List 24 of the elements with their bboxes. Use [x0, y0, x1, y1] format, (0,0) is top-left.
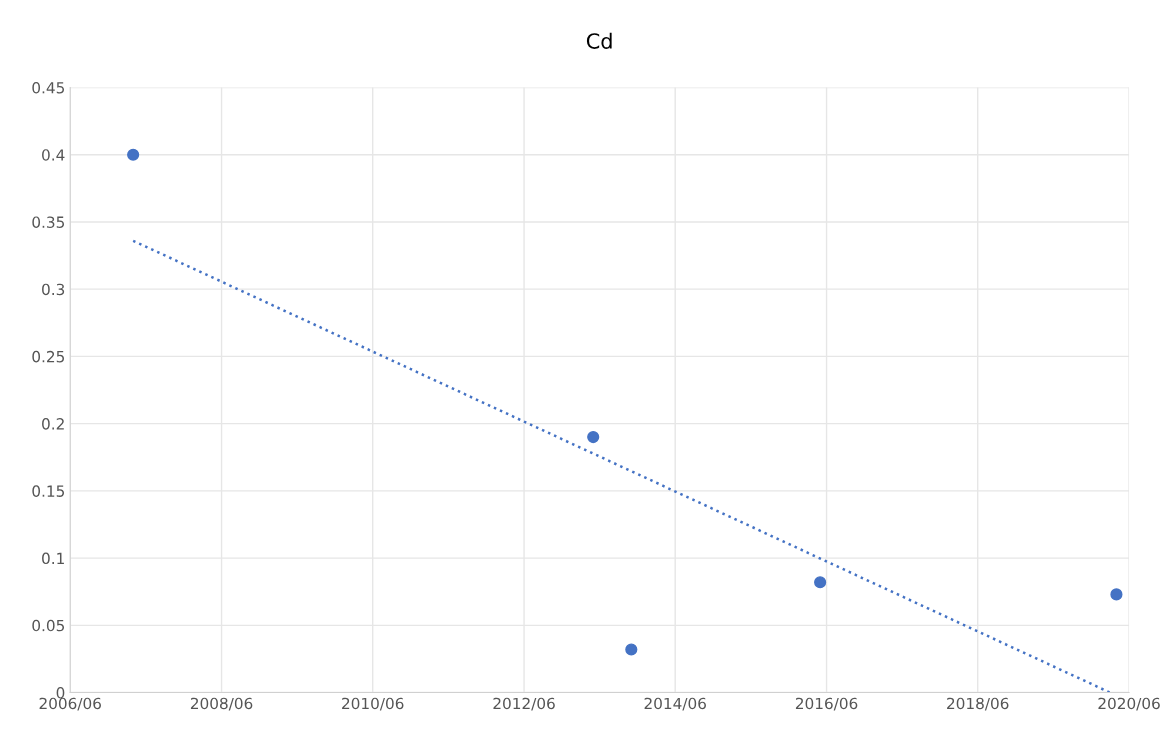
- y-tick-label: 0: [56, 687, 65, 699]
- y-tick-label: 0.25: [32, 350, 64, 363]
- point: [127, 148, 140, 161]
- point: [1110, 588, 1123, 601]
- x-tick-label: 2016/06: [795, 697, 858, 711]
- y-tick-label: 0.35: [32, 216, 64, 228]
- point: [625, 643, 638, 656]
- y-tick-label: 0.45: [32, 81, 64, 94]
- x-tick-label: 2014/06: [644, 697, 706, 711]
- x-tick-label: 2018/06: [947, 697, 1009, 711]
- y-tick-label: 0.05: [32, 619, 64, 632]
- point: [814, 576, 827, 589]
- point: [587, 431, 600, 444]
- x-tick-label: 2020/06: [1098, 697, 1160, 711]
- y-tick-label: 0.15: [32, 485, 64, 497]
- x-tick-label: 2006/06: [39, 697, 101, 711]
- y-tick-label: 0.3: [42, 283, 65, 296]
- y-tick-label: 0.4: [42, 149, 65, 161]
- y-tick-label: 0.2: [42, 418, 64, 430]
- x-tick-label: 2012/06: [493, 697, 555, 711]
- chart-title: Cd: [586, 32, 612, 49]
- y-tick-label: 0.1: [42, 552, 64, 565]
- x-tick-label: 2010/06: [342, 697, 404, 711]
- x-tick-label: 2008/06: [190, 697, 253, 711]
